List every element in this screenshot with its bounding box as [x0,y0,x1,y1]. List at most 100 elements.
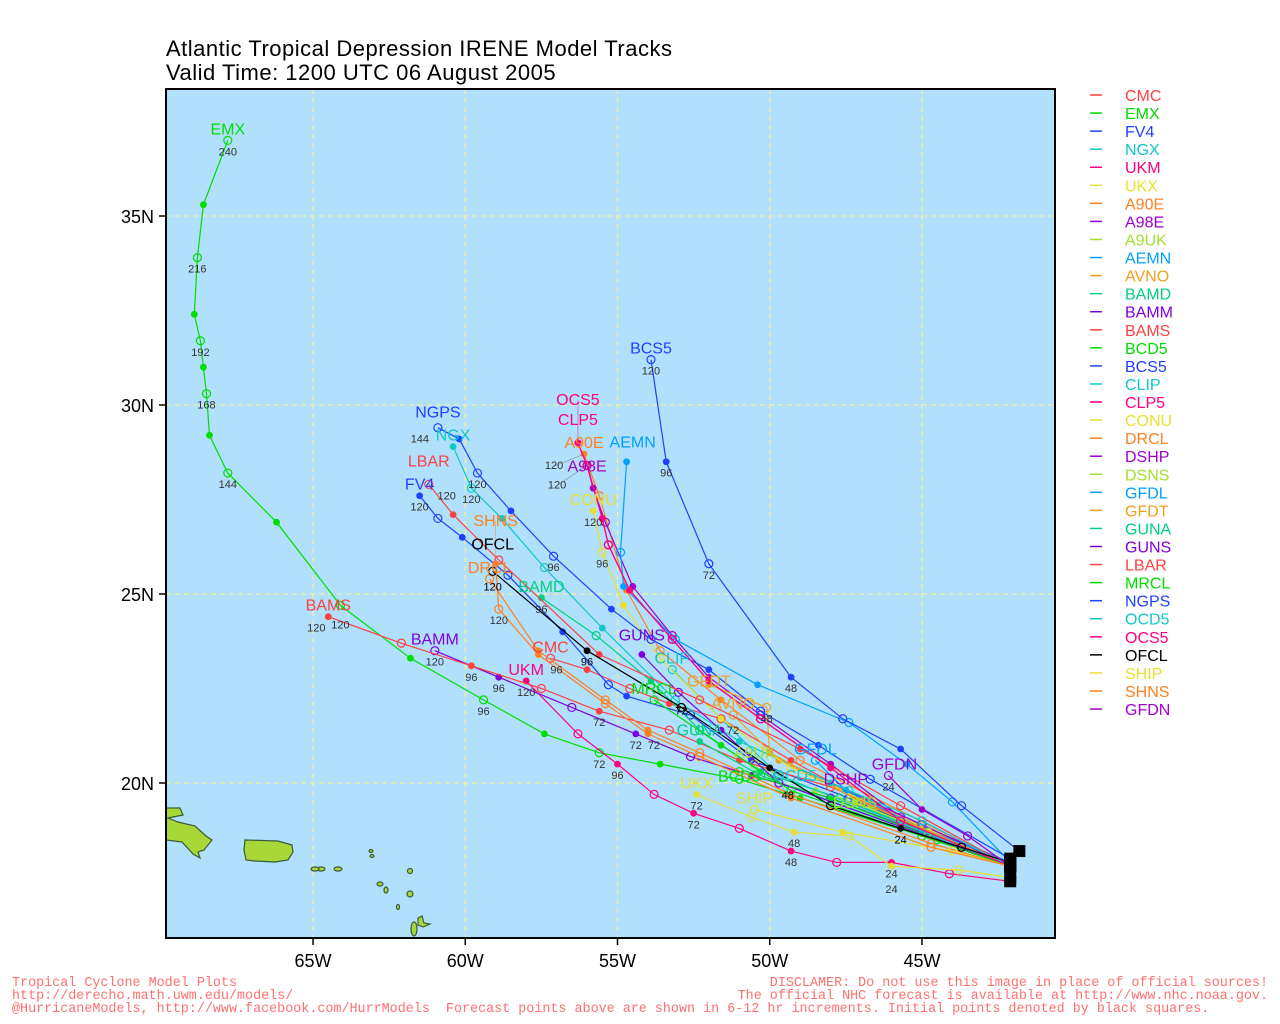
island [406,890,414,898]
track-end-label: OCS5 [556,392,600,409]
x-tick-label: 50W [751,951,788,971]
island [395,903,401,911]
island [368,848,374,854]
legend-label: CLP5 [1125,395,1165,412]
axes: 65W 60W 55W 50W 45W 35N 30N 25N 20N [121,207,940,971]
forecast-hour-label: 96 [581,657,593,669]
forecast-hour-label: 96 [550,664,562,676]
forecast-hour-label: 48 [761,713,773,725]
forecast-point-marker [734,823,744,833]
track-line [650,359,1020,852]
forecast-point-marker [455,435,463,443]
footer-source-url[interactable]: http://derecho.math.uwm.edu/models/ [12,989,294,1004]
forecast-point-marker [754,681,761,689]
forecast-point-marker [749,804,760,815]
forecast-point-marker [583,647,591,655]
forecast-point-marker [223,135,233,146]
forecast-point-marker [200,363,207,371]
track-line [437,427,1011,860]
forecast-point-marker [591,630,601,641]
forecast-point-marker [449,511,457,519]
forecast-point-marker [896,801,906,811]
track-end-label: SHNS [473,513,517,530]
forecast-point-marker [755,714,766,724]
forecast-point-marker [826,801,836,811]
legend-label: UKX [1125,178,1158,195]
forecast-point-marker [583,666,591,674]
forecast-hour-label: 216 [188,264,206,276]
forecast-point-marker [953,865,964,875]
footer-notes: @HurricaneModels, http://www.facebook.co… [12,1002,1210,1017]
island [369,853,375,859]
forecast-point-marker [430,646,440,656]
legend-label: FV4 [1125,124,1154,141]
legend-label: LBAR [1125,558,1167,575]
forecast-hour-label: 120 [545,460,563,472]
forecast-point-marker [646,355,656,365]
forecast-point-marker [424,479,434,489]
forecast-hour-label: 120 [584,517,602,529]
forecast-hour-label: 168 [197,400,215,412]
grid-lines [166,89,1055,938]
forecast-point-marker [649,789,659,799]
forecast-point-marker [416,492,424,500]
forecast-point-marker [541,730,548,738]
island [410,921,418,937]
track-end-label: EMX [210,121,245,138]
forecast-point-marker [746,812,757,822]
track-end-label: A98E [567,458,606,475]
forecast-point-marker [485,574,495,584]
forecast-point-marker [649,695,659,705]
track-end-label: CMC [532,639,568,656]
label-leader-line [769,767,788,797]
island [376,881,384,887]
ocean-background [166,89,1055,938]
forecast-hour-label: 240 [219,146,237,158]
forecast-hour-label: 48 [785,683,797,695]
legend-label: A90E [1125,196,1164,213]
track-end-label: A9UK [734,745,776,762]
forecast-point-marker [539,562,550,573]
forecast-point-marker [646,634,656,644]
track-end-label: GUNS [619,627,665,644]
forecast-point-marker [595,651,603,658]
x-tick-label: 65W [295,951,332,971]
forecast-point-marker [600,699,610,709]
forecast-point-marker [598,624,606,632]
track-end-label: NGX [436,428,471,445]
forecast-point-marker [536,683,546,694]
forecast-point-marker [897,745,905,753]
x-tick-label: 60W [447,951,484,971]
forecast-point-marker [897,824,905,832]
legend-label: OCS5 [1125,630,1169,647]
forecast-point-marker [963,831,973,841]
track-end-label: SHIP [736,790,773,807]
initial-point-marker [1004,860,1017,873]
legend-label: UKM [1125,160,1161,177]
forecast-hour-label: 192 [191,347,209,359]
forecast-hour-label: 96 [596,558,608,570]
forecast-hour-label: 48 [782,790,794,802]
forecast-hour-label: 96 [477,706,489,718]
chart-subtitle: Valid Time: 1200 UTC 06 August 2005 [166,60,557,85]
forecast-point-marker [223,468,233,478]
forecast-hour-label: 96 [547,562,559,574]
forecast-point-marker [192,252,202,263]
islands [165,807,433,937]
track-end-label: DSHP [824,772,868,789]
track-end-label: CLIP [655,651,691,668]
legend-label: CMC [1125,88,1161,105]
forecast-point-marker [774,778,784,788]
legend: CMCEMXFV4NGXUKMUKXA90EA98EA9UKAEMNAVNOBA… [1090,88,1173,719]
forecast-point-marker [620,583,627,590]
legend-label: OFCL [1125,648,1168,665]
initial-point-marker [1004,871,1017,884]
track-end-label: GFDN [872,756,917,773]
forecast-point-marker [478,695,489,705]
forecast-point-marker [632,730,640,738]
track-end-label: BAMD [518,579,564,596]
forecast-point-marker [883,770,894,781]
forecast-hour-label: 72 [593,717,605,729]
label-leader-lines [495,400,831,797]
forecast-point-marker [467,662,475,670]
